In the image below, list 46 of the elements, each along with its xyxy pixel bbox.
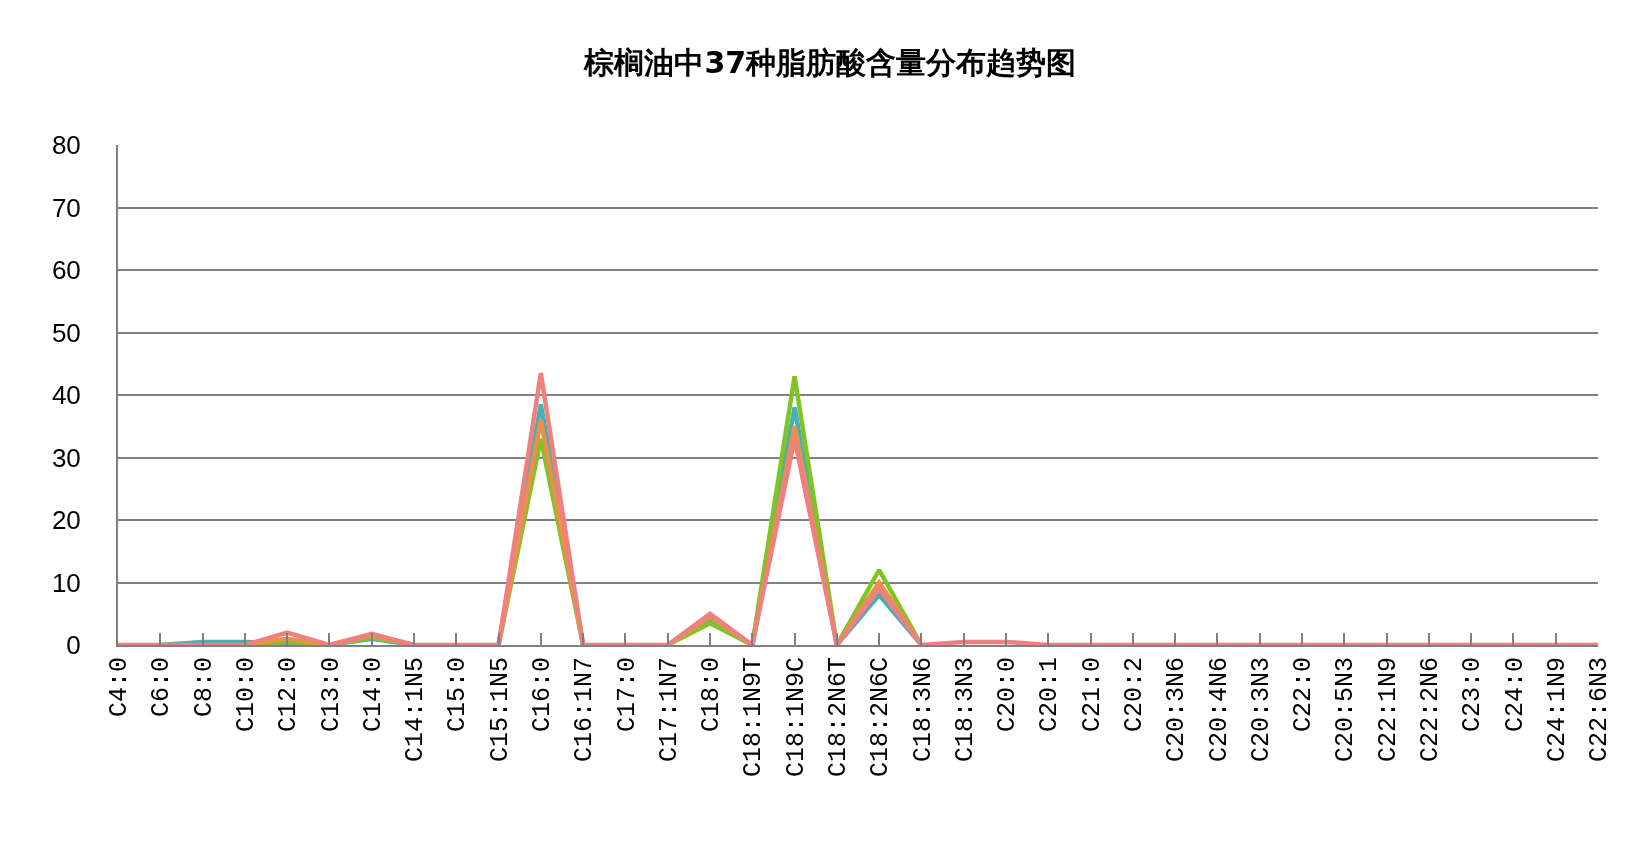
x-tick-label: C22:2N6 xyxy=(1415,657,1445,763)
y-tick-label: 50 xyxy=(51,317,81,348)
x-tick-label: C10:0 xyxy=(231,657,261,733)
x-tick-label: C22:1N9 xyxy=(1373,657,1403,763)
x-tick-label: C14:1N5 xyxy=(401,657,431,763)
x-tick-label: C18:3N6 xyxy=(908,657,938,763)
x-tick-label: C22:6N3 xyxy=(1585,657,1615,763)
x-tick-label: C16:1N7 xyxy=(570,657,600,763)
x-tick-label: C8:0 xyxy=(189,657,219,718)
x-tick-label: C18:1N9T xyxy=(739,657,769,778)
x-tick-label: C20:0 xyxy=(993,657,1023,733)
x-tick-label: C13:0 xyxy=(316,657,346,733)
x-tick-label: C24:1N9 xyxy=(1542,657,1572,763)
x-tick-label: C17:0 xyxy=(612,657,642,733)
x-tick-label: C6:0 xyxy=(147,657,177,718)
y-tick-label: 30 xyxy=(51,442,81,473)
x-tick-label: C20:5N3 xyxy=(1331,657,1361,763)
x-tick-label: C20:3N6 xyxy=(1162,657,1192,763)
y-tick-label: 60 xyxy=(51,255,81,286)
x-tick-label: C20:2 xyxy=(1119,657,1149,733)
x-tick-label: C17:1N7 xyxy=(654,657,684,763)
y-tick-label: 70 xyxy=(51,192,81,223)
x-tick-label: C18:2N6C xyxy=(866,657,896,778)
y-tick-label: 20 xyxy=(51,505,81,536)
x-tick-label: C16:0 xyxy=(527,657,557,733)
x-tick-label: C15:1N5 xyxy=(485,657,515,763)
y-tick-label: 10 xyxy=(51,567,81,598)
x-tick-label: C24:0 xyxy=(1500,657,1530,733)
y-tick-label: 0 xyxy=(66,630,81,661)
x-tick-label: C14:0 xyxy=(358,657,388,733)
x-tick-label: C22:0 xyxy=(1289,657,1319,733)
x-tick-label: C20:1 xyxy=(1035,657,1065,733)
x-tick-label: C12:0 xyxy=(274,657,304,733)
x-tick-label: C18:1N9C xyxy=(781,657,811,778)
x-tick-label: C18:2N6T xyxy=(823,657,853,778)
y-tick-label: 40 xyxy=(51,380,81,411)
x-tick-label: C20:3N3 xyxy=(1246,657,1276,763)
x-tick-label: C18:3N3 xyxy=(950,657,980,763)
x-tick-label: C23:0 xyxy=(1458,657,1488,733)
x-tick-label: C20:4N6 xyxy=(1204,657,1234,763)
chart-title: 棕榈油中37种脂肪酸含量分布趋势图 xyxy=(583,44,1077,80)
x-tick-label: C4:0 xyxy=(105,657,135,718)
x-tick-label: C18:0 xyxy=(697,657,727,733)
x-tick-label: C21:0 xyxy=(1077,657,1107,733)
y-tick-label: 80 xyxy=(51,130,81,161)
x-tick-label: C15:0 xyxy=(443,657,473,733)
